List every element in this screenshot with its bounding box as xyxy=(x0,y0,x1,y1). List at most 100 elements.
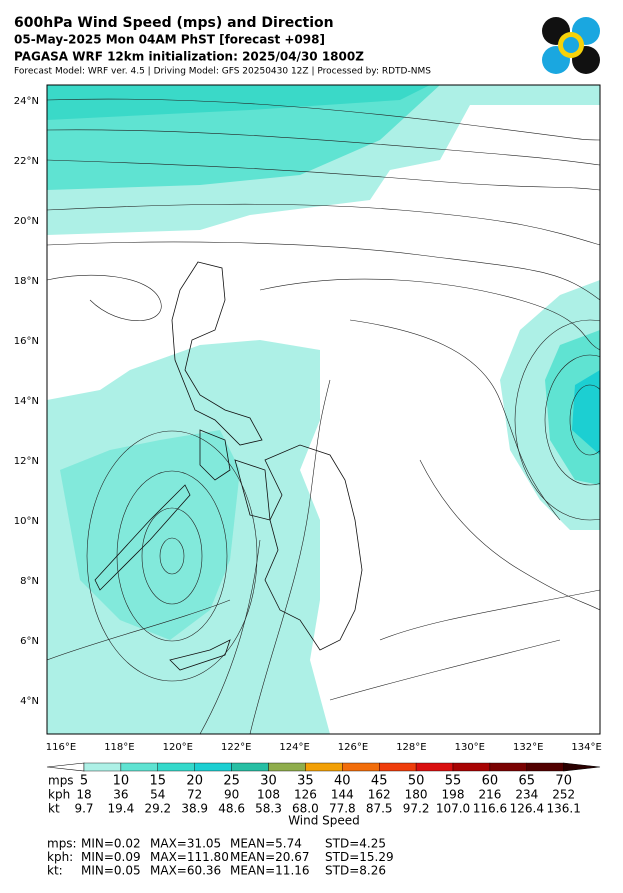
lat-label: 14°N xyxy=(14,396,39,407)
lat-label: 20°N xyxy=(14,216,39,227)
lon-label: 118°E xyxy=(104,742,134,753)
colorbar-tick-label: 30 xyxy=(260,774,277,789)
stat-min: MIN=0.02 xyxy=(81,837,141,851)
stat-max: MAX=60.36 xyxy=(150,864,221,878)
map xyxy=(46,84,601,735)
lat-label: 6°N xyxy=(20,636,39,647)
credits: Forecast Model: WRF ver. 4.5 | Driving M… xyxy=(14,67,431,77)
colorbar-segment xyxy=(157,762,195,772)
colorbar-tick-label: 18 xyxy=(76,788,91,802)
colorbar-tick-label: 252 xyxy=(552,788,575,802)
colorbar-tick-label: 38.9 xyxy=(181,802,208,816)
colorbar-tick-label: 20 xyxy=(186,774,203,789)
stat-max: MAX=111.80 xyxy=(150,850,229,864)
colorbar-end xyxy=(563,762,601,772)
lat-label: 12°N xyxy=(14,456,39,467)
lon-labels: 116°E 118°E 120°E 122°E 124°E 126°E 128°E 130°E… xyxy=(46,742,602,753)
stat-unit: kph: xyxy=(47,850,73,864)
colorbar-tick-label: 90 xyxy=(224,788,239,802)
colorbar-tick-label: 54 xyxy=(150,788,165,802)
lon-label: 128°E xyxy=(396,742,426,753)
stats: mps: MIN=0.02 MAX=31.05 MEAN=5.74 STD=4.25 kp… xyxy=(47,837,394,878)
colorbar-tick-label: 19.4 xyxy=(108,802,135,816)
stat-unit: kt: xyxy=(47,864,63,878)
initialization: PAGASA WRF 12km initialization: 2025/04/… xyxy=(14,50,364,64)
colorbar-tick-label: 97.2 xyxy=(403,802,430,816)
stat-min: MIN=0.05 xyxy=(81,864,141,878)
colorbar-tick-label: 25 xyxy=(223,774,240,789)
row-unit: kph xyxy=(48,788,70,802)
colorbar-segment xyxy=(526,762,564,772)
stat-mean: MEAN=11.16 xyxy=(230,864,310,878)
colorbar: mps 5 10 15 20 25 30 35 40 45 50 55 60 65 70 kph 18 36 54 7… xyxy=(46,762,601,816)
colorbar-tick-label: 72 xyxy=(187,788,202,802)
colorbar-tick-label: 126.4 xyxy=(510,802,544,816)
colorbar-tick-label: 136.1 xyxy=(547,802,581,816)
lon-label: 126°E xyxy=(338,742,368,753)
lat-label: 10°N xyxy=(14,516,39,527)
colorbar-tick-label: 70 xyxy=(555,774,572,789)
colorbar-tick-label: 40 xyxy=(334,774,351,789)
colorbar-tick-label: 45 xyxy=(371,774,388,789)
colorbar-tick-label: 5 xyxy=(80,774,88,789)
colorbar-end xyxy=(46,762,85,772)
colorbar-tick-label: 144 xyxy=(331,788,354,802)
title: 600hPa Wind Speed (mps) and Direction xyxy=(14,15,334,31)
lon-label: 122°E xyxy=(221,742,251,753)
stat-mean: MEAN=20.67 xyxy=(230,850,310,864)
colorbar-tick-label: 65 xyxy=(519,774,536,789)
stat-std: STD=15.29 xyxy=(325,850,394,864)
lon-label: 120°E xyxy=(163,742,193,753)
stat-mean: MEAN=5.74 xyxy=(230,837,302,851)
stat-min: MIN=0.09 xyxy=(81,850,141,864)
row-unit: kt xyxy=(48,802,60,816)
lat-label: 4°N xyxy=(20,696,39,707)
colorbar-tick-label: 108 xyxy=(257,788,280,802)
colorbar-tick-label: 234 xyxy=(515,788,538,802)
colorbar-tick-label: 48.6 xyxy=(218,802,245,816)
colorbar-tick-label: 15 xyxy=(150,774,167,789)
colorbar-tick-label: 29.2 xyxy=(144,802,171,816)
lon-label: 116°E xyxy=(46,742,76,753)
lat-label: 22°N xyxy=(14,156,39,167)
colorbar-tick-label: 58.3 xyxy=(255,802,282,816)
colorbar-tick-label: 126 xyxy=(294,788,317,802)
colorbar-segment xyxy=(415,762,454,772)
colorbar-tick-label: 55 xyxy=(445,774,462,789)
colorbar-tick-label: 107.0 xyxy=(436,802,470,816)
colorbar-segment xyxy=(194,762,232,772)
lon-label: 134°E xyxy=(571,742,601,753)
stat-unit: mps: xyxy=(47,837,77,851)
colorbar-segment xyxy=(268,762,306,772)
logo xyxy=(542,17,600,74)
colorbar-segment xyxy=(342,762,380,772)
lat-label: 16°N xyxy=(14,336,39,347)
valid-time: 05-May-2025 Mon 04AM PhST [forecast +098… xyxy=(14,33,325,47)
colorbar-segment xyxy=(489,762,527,772)
colorbar-tick-label: 35 xyxy=(297,774,314,789)
colorbar-tick-label: 50 xyxy=(408,774,425,789)
colorbar-tick-label: 180 xyxy=(405,788,428,802)
row-unit: mps xyxy=(48,774,74,788)
lat-label: 18°N xyxy=(14,276,39,287)
lat-labels: 24°N 22°N 20°N 18°N 16°N 14°N 12°N 10°N 8°N 6°N 4°… xyxy=(14,96,39,707)
stat-max: MAX=31.05 xyxy=(150,837,221,851)
colorbar-tick-label: 68.0 xyxy=(292,802,319,816)
lon-label: 124°E xyxy=(279,742,309,753)
lat-label: 24°N xyxy=(14,96,39,107)
colorbar-tick-label: 116.6 xyxy=(473,802,507,816)
lon-label: 130°E xyxy=(455,742,485,753)
colorbar-tick-label: 36 xyxy=(113,788,128,802)
colorbar-segment xyxy=(452,762,491,772)
lat-label: 8°N xyxy=(20,576,39,587)
colorbar-tick-label: 162 xyxy=(368,788,391,802)
colorbar-tick-label: 198 xyxy=(442,788,465,802)
colorbar-segment xyxy=(379,762,417,772)
colorbar-tick-label: 60 xyxy=(482,774,499,789)
colorbar-tick-label: 87.5 xyxy=(366,802,393,816)
colorbar-segment xyxy=(305,762,343,772)
colorbar-tick-label: 77.8 xyxy=(329,802,356,816)
colorbar-segment xyxy=(231,762,269,772)
colorbar-tick-label: 9.7 xyxy=(74,802,93,816)
